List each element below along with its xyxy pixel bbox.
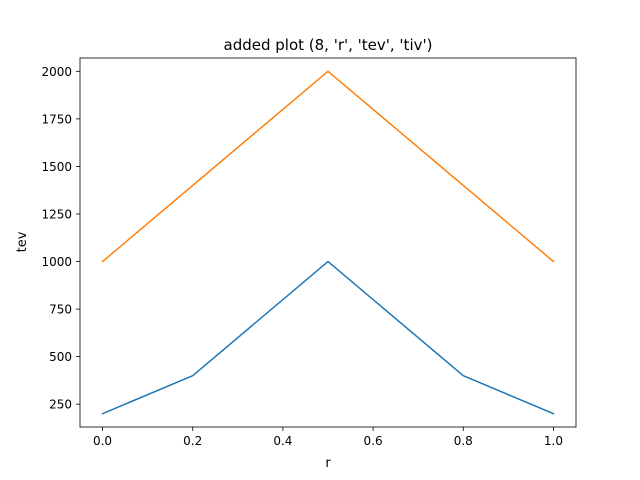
y-tick-label: 1000 xyxy=(41,255,72,269)
series-1-line xyxy=(101,260,555,415)
series-2-line xyxy=(101,70,555,263)
y-tick-label: 250 xyxy=(49,398,72,412)
x-tick-label: 0.2 xyxy=(183,434,202,448)
x-tick-label: 0.6 xyxy=(364,434,383,448)
y-tick-label: 500 xyxy=(49,350,72,364)
y-tick-label: 1750 xyxy=(41,112,72,126)
y-tick-label: 1500 xyxy=(41,160,72,174)
x-axis-label: r xyxy=(325,456,331,471)
y-axis-label: tev xyxy=(15,231,30,252)
x-tick-label: 1.0 xyxy=(544,434,563,448)
axes: 0.0 0.2 0.4 0.6 0.8 1.0 250 500 750 1000 1250 1500 1… xyxy=(41,57,577,448)
plot-area xyxy=(101,70,555,415)
y-tick-label: 1250 xyxy=(41,207,72,221)
x-tick-label: 0.8 xyxy=(454,434,473,448)
x-tick-label: 0.0 xyxy=(93,434,112,448)
chart-title: added plot (8, 'r', 'tev', 'tiv') xyxy=(224,36,433,54)
y-tick-label: 750 xyxy=(49,303,72,317)
x-tick-label: 0.4 xyxy=(273,434,292,448)
y-tick-label: 2000 xyxy=(41,65,72,79)
axes-frame xyxy=(79,57,577,428)
